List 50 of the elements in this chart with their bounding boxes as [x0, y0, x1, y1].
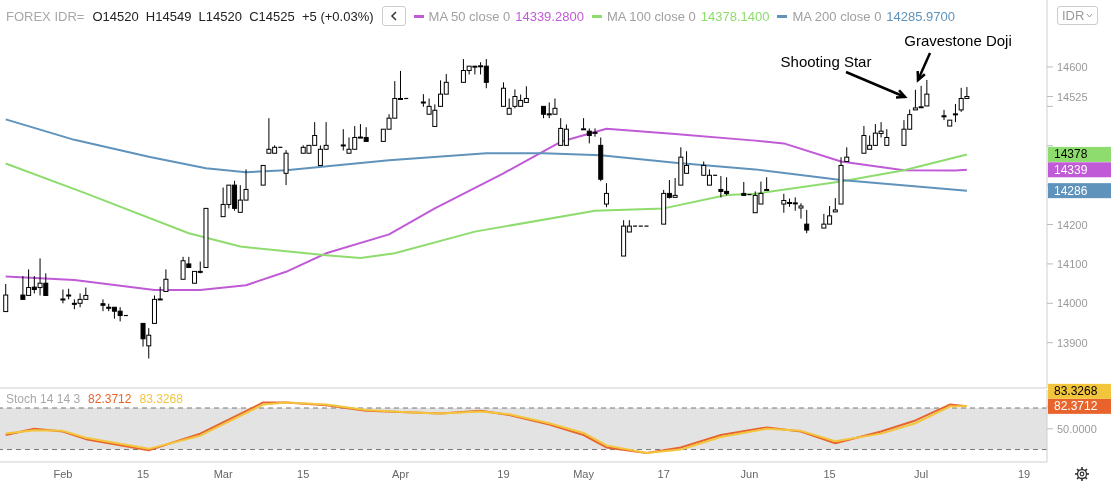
chart-title: Stoch 14 14 3: [6, 392, 81, 406]
y-tick-label: 14100: [1057, 257, 1088, 270]
candlestick: [798, 202, 804, 220]
x-tick-label: Mar: [213, 467, 233, 480]
candlestick: [603, 182, 609, 208]
x-tick-label: 15: [297, 467, 310, 480]
candlestick: [764, 176, 770, 191]
x-tick-label: Jul: [914, 467, 929, 480]
text: 14286: [1054, 183, 1088, 198]
candlestick: [952, 103, 958, 123]
annotation: 83.3268: [139, 392, 183, 406]
x-tick-label: May: [573, 467, 595, 480]
text: 14378: [1054, 147, 1088, 162]
annotation: 82.3712: [88, 392, 132, 406]
x-tick-label: 19: [1017, 467, 1031, 480]
candlestick: [941, 109, 947, 121]
x-tick-label: Feb: [53, 467, 73, 480]
legend-label: MA 200 close 0: [792, 8, 882, 24]
text: 83.3268: [1054, 384, 1098, 399]
x-tick-label: Apr: [391, 467, 410, 480]
y-tick-label: 13900: [1057, 336, 1088, 349]
x-tick-label: 19: [497, 467, 510, 480]
text: O14520 H14549 L14520 C14525 +5 (+0.03%): [92, 8, 374, 24]
candlestick: [500, 81, 506, 107]
x-tick-label: 17: [657, 467, 670, 480]
candlestick: [340, 128, 346, 151]
y-tick-label: 50.0000: [1057, 422, 1097, 435]
text: FOREX IDR=: [6, 8, 85, 24]
x-tick-label: 15: [136, 467, 150, 480]
annotation: 14339.2800: [515, 8, 584, 24]
annotation: Gravestone Doji: [904, 32, 1012, 49]
candlestick: [260, 164, 266, 186]
text: 14339: [1054, 162, 1088, 177]
y-tick-label: 14600: [1057, 60, 1088, 73]
y-tick-label: 14525: [1057, 90, 1088, 103]
candlestick: [804, 209, 810, 234]
candlestick: [283, 149, 289, 186]
x-tick-label: Jun: [740, 467, 759, 480]
currency-dropdown: IDR: [1057, 6, 1099, 25]
annotation: Shooting Star: [780, 53, 872, 70]
candlestick: [581, 117, 587, 131]
y-tick-label: 14200: [1057, 218, 1088, 231]
y-tick-label: 82.3712: [1054, 399, 1098, 414]
annotation: 14378.1400: [700, 8, 770, 24]
annotation: 14285.9700: [886, 8, 956, 24]
legend-label: MA 50 close 0: [428, 8, 511, 24]
y-tick-label: 14000: [1057, 297, 1088, 310]
y-axis-title: IDR: [1062, 8, 1085, 23]
legend-label: MA 100 close 0: [606, 8, 696, 24]
x-tick-label: 15: [823, 467, 836, 480]
